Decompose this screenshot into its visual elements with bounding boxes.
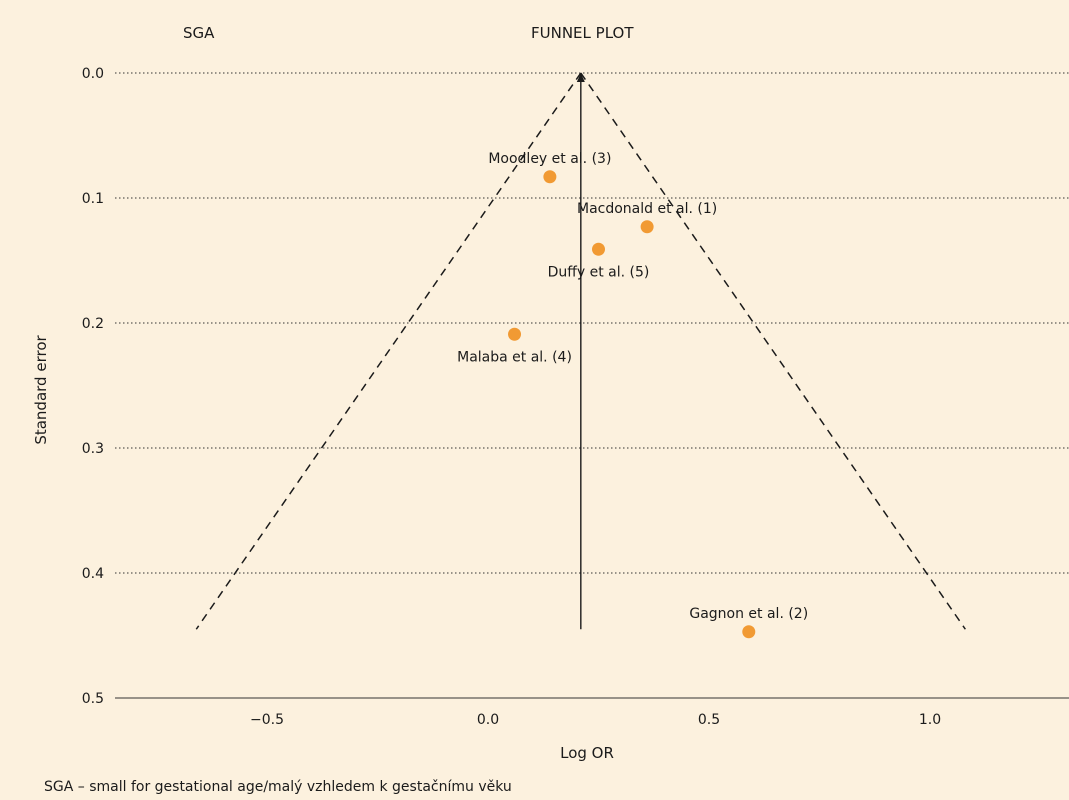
- data-point: [742, 625, 756, 639]
- footnote: SGA – small for gestational age/malý vzh…: [44, 779, 512, 795]
- y-tick-label: 0.4: [82, 566, 104, 582]
- y-axis-label: Standard error: [32, 335, 50, 445]
- x-axis-label: Log OR: [560, 744, 614, 762]
- y-tick-label: 0.0: [82, 66, 104, 82]
- panel-label: SGA: [183, 24, 215, 42]
- y-tick-label: 0.1: [82, 191, 104, 207]
- data-point: [592, 242, 605, 256]
- data-point-label: Moodley et al. (3): [488, 151, 611, 167]
- data-point-label: Macdonald et al. (1): [577, 201, 717, 217]
- pooled-estimate-arrowhead: [576, 73, 585, 82]
- funnel-left-line: [195, 72, 582, 630]
- x-tick-label: −0.5: [250, 712, 284, 728]
- x-tick-label: 0.0: [477, 712, 499, 728]
- data-point: [508, 327, 522, 341]
- y-tick-label: 0.5: [82, 691, 104, 707]
- data-point: [640, 220, 654, 234]
- chart-title: FUNNEL PLOT: [531, 24, 634, 42]
- x-tick-label: 1.0: [919, 712, 941, 728]
- x-tick-label: 0.5: [698, 712, 720, 728]
- data-point-label: Duffy et al. (5): [548, 264, 650, 280]
- y-tick-label: 0.2: [82, 316, 104, 332]
- funnel-right-line: [580, 72, 966, 630]
- data-point-label: Malaba et al. (4): [457, 349, 572, 365]
- y-tick-label: 0.3: [82, 441, 104, 457]
- data-point: [543, 170, 557, 184]
- data-point-label: Gagnon et al. (2): [689, 606, 808, 622]
